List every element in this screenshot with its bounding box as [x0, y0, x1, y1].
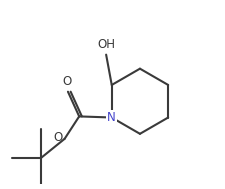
Text: OH: OH [97, 38, 115, 51]
Text: O: O [53, 131, 62, 144]
Text: N: N [107, 111, 116, 124]
Text: O: O [62, 75, 71, 88]
